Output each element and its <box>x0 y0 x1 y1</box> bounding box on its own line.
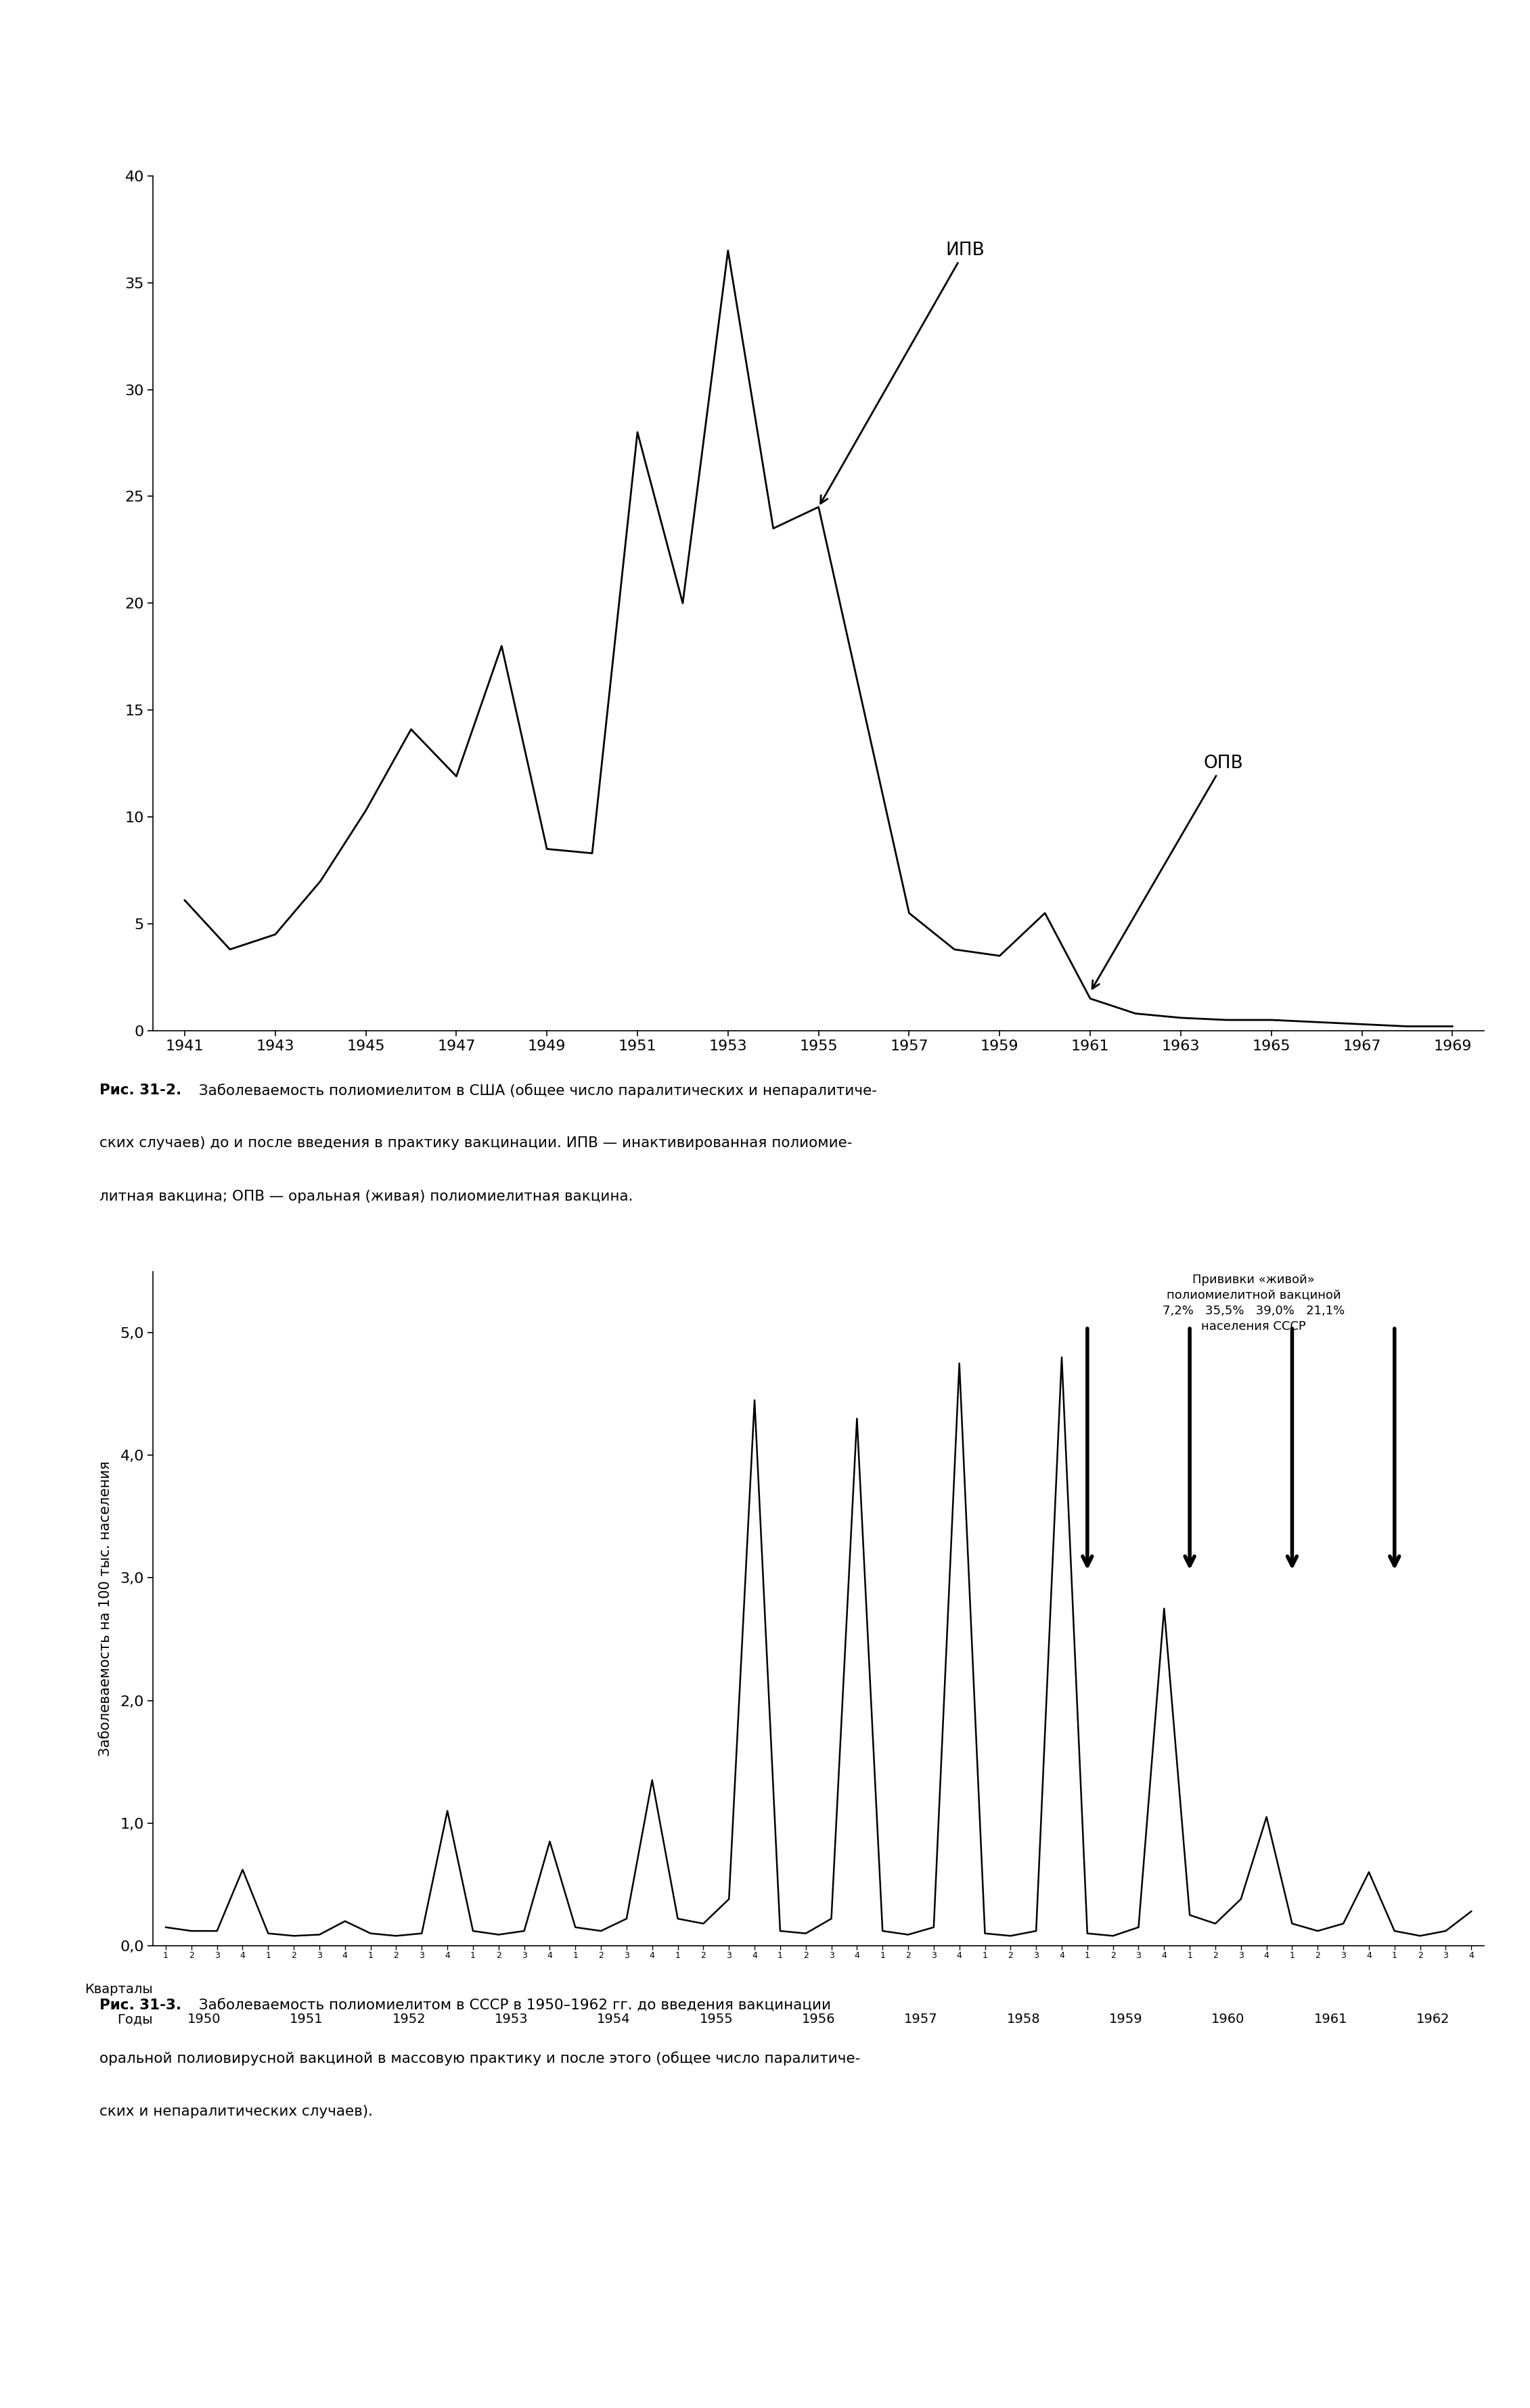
Text: 1959: 1959 <box>1109 2013 1143 2025</box>
Text: 1960: 1960 <box>1212 2013 1245 2025</box>
Text: 1955: 1955 <box>699 2013 733 2025</box>
Text: 1954: 1954 <box>597 2013 630 2025</box>
Text: ских и непаралитических случаев).: ских и непаралитических случаев). <box>99 2105 373 2119</box>
Text: Рис. 31-2.: Рис. 31-2. <box>99 1084 182 1098</box>
Text: 1951: 1951 <box>289 2013 323 2025</box>
Text: 1957: 1957 <box>904 2013 938 2025</box>
Text: 1952: 1952 <box>392 2013 425 2025</box>
Text: 1961: 1961 <box>1314 2013 1348 2025</box>
Text: оральной полиовирусной вакциной в массовую практику и после этого (общее число п: оральной полиовирусной вакциной в массов… <box>99 2052 860 2066</box>
Text: Заболеваемость полиомиелитом в США (общее число паралитических и непаралитиче-: Заболеваемость полиомиелитом в США (обще… <box>194 1084 877 1098</box>
Text: Заболеваемость полиомиелитом в СССР в 1950–1962 гг. до введения вакцинации: Заболеваемость полиомиелитом в СССР в 19… <box>194 1999 831 2013</box>
Text: Годы: Годы <box>118 2013 153 2025</box>
Text: 1950: 1950 <box>188 2013 220 2025</box>
Y-axis label: Заболеваемость на 100 тыс. населения: Заболеваемость на 100 тыс. населения <box>99 1462 113 1755</box>
Text: ИПВ: ИПВ <box>820 241 984 503</box>
Text: литная вакцина; ОПВ — оральная (живая) полиомиелитная вакцина.: литная вакцина; ОПВ — оральная (живая) п… <box>99 1190 633 1204</box>
Text: ОПВ: ОПВ <box>1092 754 1244 990</box>
Text: ских случаев) до и после введения в практику вакцинации. ИПВ — инактивированная : ских случаев) до и после введения в прак… <box>99 1137 852 1151</box>
Text: Прививки «живой»
полиомиелитной вакциной
7,2%   35,5%   39,0%   21,1%
населения : Прививки «живой» полиомиелитной вакциной… <box>1163 1274 1345 1332</box>
Text: 1953: 1953 <box>494 2013 528 2025</box>
Text: 1958: 1958 <box>1007 2013 1040 2025</box>
Text: Кварталы: Кварталы <box>84 1982 153 1996</box>
Text: Рис. 31-3.: Рис. 31-3. <box>99 1999 182 2013</box>
Text: 1962: 1962 <box>1417 2013 1449 2025</box>
Text: 1956: 1956 <box>802 2013 835 2025</box>
